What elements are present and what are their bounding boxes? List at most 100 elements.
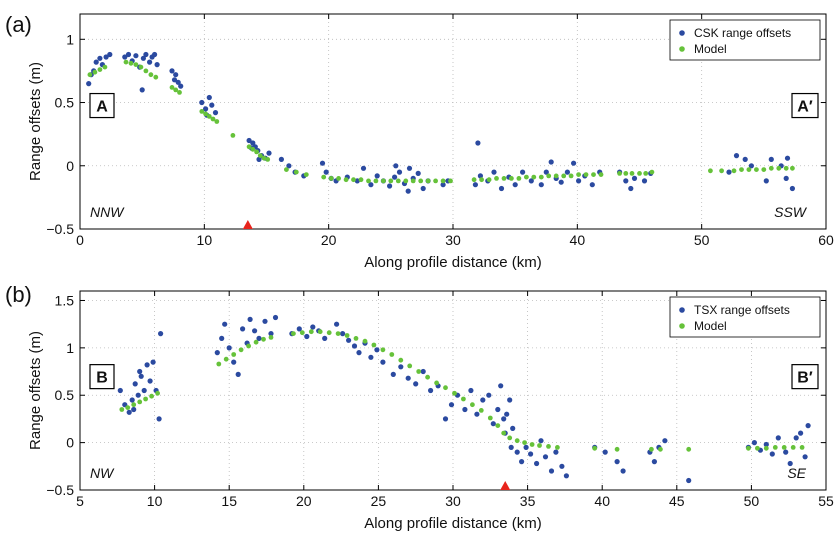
obs-point <box>286 163 292 169</box>
obs-point <box>651 459 658 465</box>
obs-point <box>272 314 279 321</box>
obs-point <box>147 378 153 384</box>
model-point <box>149 393 155 399</box>
obs-point <box>448 402 455 408</box>
model-point <box>537 443 542 448</box>
model-point <box>216 361 222 367</box>
obs-point <box>93 59 99 65</box>
obs-point <box>787 460 793 467</box>
profile-start-label: B <box>96 370 108 387</box>
model-point <box>173 87 179 93</box>
model-point <box>388 178 394 184</box>
model-point <box>514 438 520 444</box>
obs-point <box>154 62 160 68</box>
profile-start-box <box>89 92 115 119</box>
model-point <box>143 396 149 402</box>
obs-point <box>726 169 732 175</box>
obs-point <box>137 368 143 375</box>
legend-swatch <box>679 46 685 52</box>
model-point <box>495 423 501 428</box>
model-point <box>799 445 805 450</box>
model-point <box>598 172 604 178</box>
obs-point <box>775 435 781 441</box>
obs-point <box>491 169 497 175</box>
obs-point <box>368 354 374 360</box>
legend-box <box>669 296 821 338</box>
obs-point <box>247 316 253 322</box>
model-point <box>522 440 527 445</box>
obs-point <box>623 178 629 184</box>
obs-point <box>392 174 398 180</box>
x-tick-label: 5 <box>76 493 84 509</box>
y-axis-label: Range offsets (m) <box>27 62 44 181</box>
model-point <box>501 176 507 181</box>
model-point <box>148 72 154 78</box>
model-point <box>433 178 438 184</box>
model-point <box>754 167 759 173</box>
y-tick-label: 0 <box>66 435 74 451</box>
obs-point <box>212 110 219 116</box>
legend-box <box>669 19 821 61</box>
obs-point <box>405 188 411 194</box>
model-point <box>658 446 663 452</box>
obs-point <box>662 438 668 444</box>
model-point <box>199 109 205 114</box>
obs-point <box>140 55 146 61</box>
obs-point <box>553 449 559 455</box>
obs-point <box>798 430 804 436</box>
obs-point <box>802 454 808 460</box>
y-tick-label: −0.5 <box>46 482 74 498</box>
model-point <box>284 167 289 173</box>
obs-point <box>398 364 404 370</box>
obs-point <box>351 343 358 349</box>
obs-point <box>278 156 284 162</box>
model-point <box>524 174 529 180</box>
x-tick-label: 30 <box>445 493 461 509</box>
obs-point <box>219 335 225 341</box>
obs-point <box>152 51 158 58</box>
model-point <box>494 176 499 181</box>
obs-point <box>175 79 181 85</box>
model-point <box>649 446 654 452</box>
obs-point <box>246 137 252 144</box>
x-tick-label: 50 <box>694 232 710 248</box>
model-point <box>336 176 341 181</box>
obs-point <box>742 156 748 162</box>
obs-point <box>442 416 449 422</box>
obs-point <box>748 163 755 169</box>
obs-point <box>141 387 147 394</box>
model-point <box>781 445 787 450</box>
obs-point <box>763 178 769 184</box>
model-point <box>583 172 589 178</box>
model-point <box>373 178 379 184</box>
model-point <box>398 357 404 363</box>
obs-point <box>783 175 789 181</box>
obs-point <box>538 438 544 444</box>
model-point <box>509 176 514 181</box>
obs-point <box>387 183 393 189</box>
model-point <box>403 178 409 184</box>
model-point <box>443 385 448 391</box>
model-point <box>452 390 457 396</box>
model-point <box>143 68 149 74</box>
obs-point <box>368 182 374 188</box>
obs-point <box>472 182 478 188</box>
obs-point <box>256 156 262 162</box>
obs-point <box>475 140 481 146</box>
obs-point <box>751 440 758 446</box>
panel-label: (b) <box>5 282 32 307</box>
obs-point <box>143 51 149 58</box>
x-tick-label: 10 <box>147 493 163 509</box>
obs-point <box>97 55 103 61</box>
obs-point <box>628 185 634 192</box>
model-point <box>206 114 212 119</box>
model-point <box>381 178 386 184</box>
obs-point <box>528 178 534 184</box>
model-point <box>776 165 782 171</box>
model-point <box>371 342 377 348</box>
model-point <box>538 174 544 180</box>
x-axis-label: Along profile distance (km) <box>364 515 542 532</box>
obs-point <box>334 321 340 327</box>
obs-point <box>135 392 141 398</box>
obs-point <box>548 159 554 165</box>
